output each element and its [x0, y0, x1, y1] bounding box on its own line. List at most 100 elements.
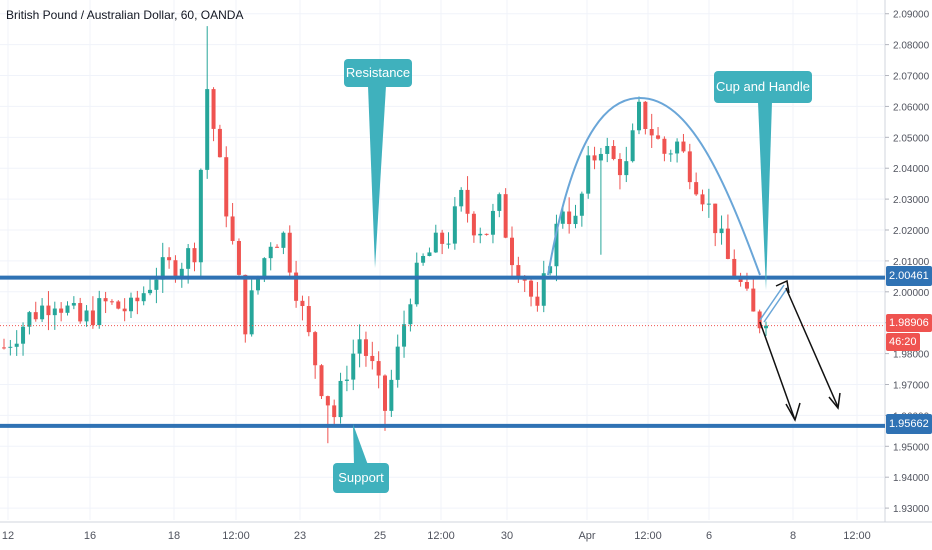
- support-label: Support: [338, 470, 384, 485]
- resistance-callout: Resistance: [344, 59, 412, 87]
- candle-body: [687, 151, 692, 183]
- candle-body: [662, 138, 667, 154]
- projection-arrow[interactable]: [785, 287, 839, 408]
- time-tick-label: 12:00: [634, 530, 662, 542]
- candle-body: [586, 155, 591, 194]
- time-tick-label: 23: [294, 530, 306, 542]
- candle-body: [71, 303, 76, 306]
- candle-body: [700, 194, 705, 205]
- cup-arc[interactable]: [547, 96, 761, 276]
- candle-body: [2, 347, 6, 349]
- candle-body: [129, 297, 133, 312]
- time-tick-label: 6: [706, 530, 712, 542]
- price-tick-label: 2.08000: [893, 41, 930, 52]
- candle-body: [497, 194, 502, 211]
- arrow-head: [785, 402, 801, 422]
- candle-body: [490, 210, 495, 235]
- price-tick-label: 2.04000: [893, 164, 930, 175]
- candle-body: [510, 237, 514, 266]
- candle-body: [764, 325, 768, 329]
- candle-body: [592, 155, 597, 161]
- candle-body: [59, 308, 64, 313]
- candle-body: [40, 305, 45, 320]
- price-tick-label: 1.97000: [893, 381, 930, 392]
- candle-body: [287, 232, 292, 273]
- price-tick-label: 2.05000: [893, 133, 930, 144]
- candle-body: [484, 233, 489, 235]
- price-tick-label: 2.02000: [893, 226, 930, 237]
- candle-body: [236, 241, 241, 275]
- last-price-badge: 1.98906: [886, 314, 932, 332]
- time-tick-label: 12:00: [427, 530, 455, 542]
- candle-body: [363, 339, 368, 356]
- candle-body: [744, 282, 749, 289]
- candle-body: [256, 276, 260, 291]
- candle-body: [395, 346, 400, 380]
- projection-arrow[interactable]: [759, 321, 796, 421]
- candle-body: [522, 278, 527, 281]
- candle-body: [598, 153, 603, 161]
- price-tick-label: 2.01000: [893, 257, 930, 268]
- candle-body: [154, 279, 159, 290]
- candle-body: [757, 311, 762, 329]
- candle-body: [52, 308, 57, 316]
- candle-body: [90, 310, 95, 326]
- candle-body: [452, 206, 457, 244]
- price-tick-label: 1.93000: [893, 504, 930, 515]
- time-tick-label: 8: [790, 530, 796, 542]
- candle-body: [649, 128, 654, 136]
- candle-body: [706, 203, 711, 205]
- cup-handle-pointer: [758, 102, 772, 290]
- candle-body: [167, 257, 172, 261]
- handle-line[interactable]: [763, 286, 789, 323]
- candle-body: [383, 375, 387, 411]
- candle-body: [617, 158, 622, 176]
- arrow-head: [828, 392, 841, 410]
- countdown-badge: 46:20: [886, 333, 920, 351]
- candle-body: [21, 326, 26, 344]
- candle-body: [211, 89, 216, 129]
- candle-body: [300, 300, 305, 307]
- handle-line[interactable]: [759, 284, 785, 321]
- price-tick-label: 2.07000: [893, 72, 930, 83]
- candle-body: [541, 273, 546, 306]
- candle-body: [503, 194, 508, 238]
- candle-body: [78, 303, 83, 322]
- candle-body: [668, 153, 673, 155]
- candle-body: [116, 301, 121, 309]
- candle-body: [567, 211, 572, 225]
- price-tick-label: 2.06000: [893, 102, 930, 113]
- price-tick-label: 1.94000: [893, 473, 930, 484]
- candle-body: [33, 312, 38, 320]
- candle-body: [433, 232, 438, 253]
- candle-body: [414, 262, 419, 305]
- candle-body: [217, 128, 222, 158]
- candle-body: [198, 169, 203, 263]
- candle-body: [738, 278, 743, 283]
- time-tick-label: 30: [501, 530, 513, 542]
- time-tick-label: 12: [2, 530, 14, 542]
- candle-body: [14, 343, 19, 347]
- candle-body: [179, 268, 184, 278]
- price-tick-label: 1.98000: [893, 350, 930, 361]
- candle-body: [605, 146, 610, 154]
- candle-body: [376, 361, 381, 376]
- candle-body: [402, 324, 407, 347]
- candle-body: [173, 260, 178, 278]
- candle-body: [268, 246, 273, 259]
- candle-body: [122, 308, 127, 312]
- candle-body: [389, 379, 394, 411]
- candle-body: [579, 193, 584, 216]
- price-tick-label: 2.03000: [893, 195, 930, 206]
- candle-body: [224, 157, 229, 217]
- candle-body: [313, 332, 318, 366]
- candle-body: [478, 233, 483, 236]
- candle-body: [262, 258, 267, 277]
- candle-body: [719, 228, 724, 234]
- candle-body: [148, 289, 153, 294]
- cup-handle-label: Cup and Handle: [716, 79, 810, 94]
- candle-body: [338, 380, 343, 418]
- candle-body: [109, 301, 114, 303]
